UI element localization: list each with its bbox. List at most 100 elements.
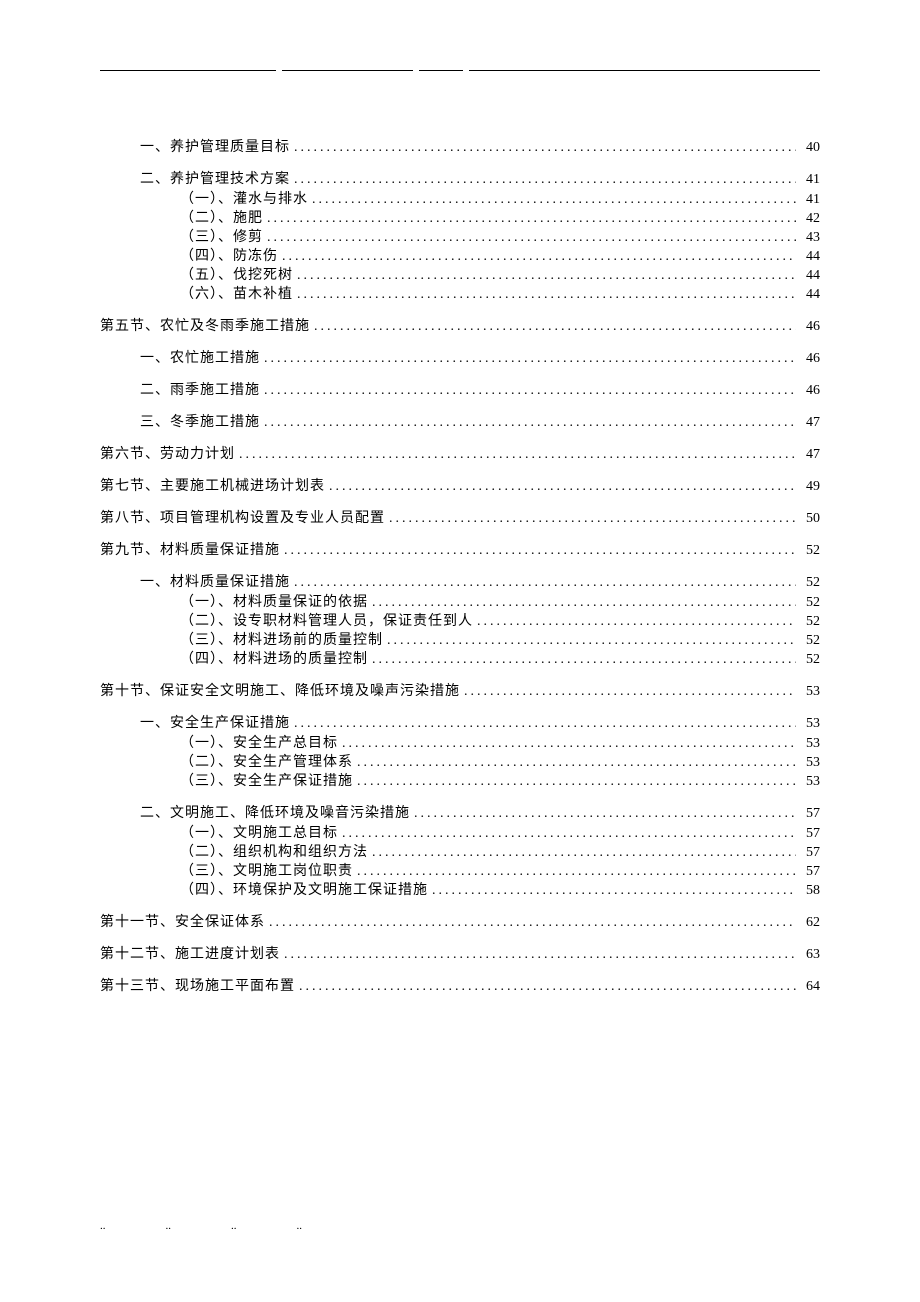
toc-page-number: 41 (796, 173, 820, 187)
toc-dot-leader (368, 846, 796, 860)
toc-label: （二）、安全生产管理体系 (180, 756, 353, 770)
toc-label: 二、文明施工、降低环境及噪音污染措施 (140, 807, 410, 821)
toc-entry: （四）、防冻伤 44 (180, 250, 820, 264)
toc-label: （二）、施肥 (180, 212, 263, 226)
toc-label: 第六节、劳动力计划 (100, 448, 235, 462)
toc-page-number: 43 (796, 231, 820, 245)
toc-label: 第十一节、安全保证体系 (100, 916, 265, 930)
toc-dot-leader (338, 737, 796, 751)
toc-dot-leader (310, 320, 796, 334)
toc-dot-leader (353, 756, 796, 770)
toc-entry: 第十节、保证安全文明施工、降低环境及噪声污染措施 53 (100, 685, 820, 699)
toc-dot-leader (278, 250, 796, 264)
toc-entry: 第五节、农忙及冬雨季施工措施46 (100, 320, 820, 334)
toc-label: （四）、防冻伤 (180, 250, 278, 264)
rule-segment (469, 70, 820, 71)
toc-dot-leader (280, 544, 796, 558)
rule-segment (282, 70, 414, 71)
toc-entry: 第十二节、施工进度计划表63 (100, 948, 820, 962)
toc-entry: 一、养护管理质量目标40 (140, 141, 820, 155)
toc-label: （一）、灌水与排水 (180, 193, 308, 207)
toc-entry: （五）、伐挖死树 44 (180, 269, 820, 283)
toc-page-number: 52 (796, 634, 820, 648)
toc-dot-leader (473, 615, 796, 629)
toc-label: 一、安全生产保证措施 (140, 717, 290, 731)
toc-label: 二、养护管理技术方案 (140, 173, 290, 187)
toc-entry: 二、雨季施工措施46 (140, 384, 820, 398)
toc-label: （三）、文明施工岗位职责 (180, 865, 353, 879)
toc-dot-leader (260, 352, 796, 366)
toc-label: （三）、安全生产保证措施 (180, 775, 353, 789)
toc-entry: （六）、苗木补植44 (180, 288, 820, 302)
toc-page-number: 44 (796, 269, 820, 283)
toc-label: 第十二节、施工进度计划表 (100, 948, 280, 962)
toc-entry: （一）、文明施工总目标 57 (180, 827, 820, 841)
toc-label: 第八节、项目管理机构设置及专业人员配置 (100, 512, 385, 526)
toc-dot-leader (290, 576, 796, 590)
toc-entry: 第十一节、安全保证体系62 (100, 916, 820, 930)
toc-page-number: 47 (796, 448, 820, 462)
toc-label: （三）、材料进场前的质量控制 (180, 634, 383, 648)
page: 一、养护管理质量目标40 二、养护管理技术方案 41 （一）、灌水与排水41 （二）、施… (0, 0, 920, 1060)
toc-page-number: 50 (796, 512, 820, 526)
toc-dot-leader (290, 717, 796, 731)
toc-label: （一）、文明施工总目标 (180, 827, 338, 841)
toc-dot-leader (460, 685, 796, 699)
toc-page-number: 49 (796, 480, 820, 494)
toc-entry: 第九节、材料质量保证措施 52 (100, 544, 820, 558)
toc-label: 第十节、保证安全文明施工、降低环境及噪声污染措施 (100, 685, 460, 699)
rule-segment (419, 70, 463, 71)
toc-entry: （二）、设专职材料管理人员，保证责任到人52 (180, 615, 820, 629)
toc-dot-leader (410, 807, 796, 821)
toc-label: 第九节、材料质量保证措施 (100, 544, 280, 558)
toc-entry: （三）、文明施工岗位职责57 (180, 865, 820, 879)
toc-label: （三）、修剪 (180, 231, 263, 245)
toc-dot-leader (263, 231, 796, 245)
toc-dot-leader (308, 193, 796, 207)
toc-page-number: 52 (796, 653, 820, 667)
toc-label: （二）、设专职材料管理人员，保证责任到人 (180, 615, 473, 629)
toc-label: 第五节、农忙及冬雨季施工措施 (100, 320, 310, 334)
toc-dot-leader (338, 827, 796, 841)
toc-dot-leader (290, 173, 796, 187)
toc-entry: 二、养护管理技术方案 41 (140, 173, 820, 187)
toc-label: 三、冬季施工措施 (140, 416, 260, 430)
toc-label: 一、农忙施工措施 (140, 352, 260, 366)
toc-entry: 第八节、项目管理机构设置及专业人员配置 50 (100, 512, 820, 526)
toc-page-number: 44 (796, 250, 820, 264)
toc-page-number: 64 (796, 980, 820, 994)
toc-entry: 第六节、劳动力计划 47 (100, 448, 820, 462)
toc-entry: （一）、安全生产总目标 53 (180, 737, 820, 751)
toc-dot-leader (260, 416, 796, 430)
toc-page-number: 53 (796, 737, 820, 751)
footer-dots: .. (297, 1220, 303, 1232)
toc-entry: （一）、灌水与排水41 (180, 193, 820, 207)
footer-dots: .. (231, 1220, 237, 1232)
toc-label: （五）、伐挖死树 (180, 269, 293, 283)
top-rule (100, 70, 820, 71)
toc-page-number: 52 (796, 544, 820, 558)
toc-dot-leader (293, 288, 796, 302)
toc-dot-leader (263, 212, 796, 226)
toc-entry: （三）、修剪 43 (180, 231, 820, 245)
toc-entry: 三、冬季施工措施47 (140, 416, 820, 430)
toc-dot-leader (325, 480, 796, 494)
toc-dot-leader (293, 269, 796, 283)
toc-page-number: 53 (796, 685, 820, 699)
toc-label: （一）、安全生产总目标 (180, 737, 338, 751)
toc-label: （四）、材料进场的质量控制 (180, 653, 368, 667)
toc-entry: （一）、材料质量保证的依据52 (180, 596, 820, 610)
toc-dot-leader (383, 634, 796, 648)
toc-page-number: 57 (796, 827, 820, 841)
toc-dot-leader (260, 384, 796, 398)
toc-page-number: 53 (796, 775, 820, 789)
footer-dots: .. (100, 1220, 106, 1232)
toc-page-number: 44 (796, 288, 820, 302)
toc-page-number: 46 (796, 352, 820, 366)
toc-dot-leader (235, 448, 796, 462)
bottom-dots: ........ (100, 1220, 820, 1232)
toc-page-number: 40 (796, 141, 820, 155)
toc-dot-leader (385, 512, 796, 526)
toc-dot-leader (280, 948, 796, 962)
toc-dot-leader (353, 865, 796, 879)
